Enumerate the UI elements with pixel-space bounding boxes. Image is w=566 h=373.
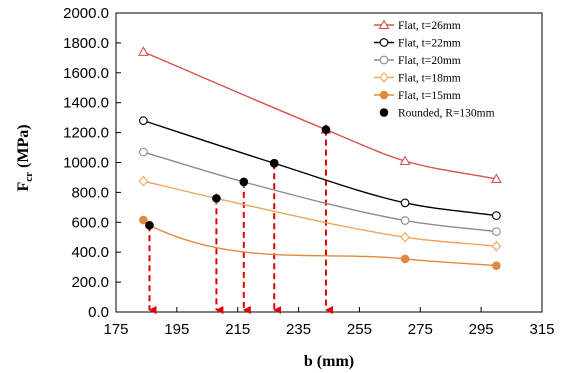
legend-marker bbox=[379, 108, 389, 117]
data-point bbox=[400, 254, 410, 264]
series-line bbox=[143, 151, 497, 233]
y-axis-title-sub: cr bbox=[23, 172, 35, 182]
y-tick-label: 2000.0 bbox=[63, 5, 109, 22]
data-point bbox=[490, 173, 502, 183]
data-point bbox=[399, 155, 411, 166]
legend-label: Rounded, R=130mm bbox=[398, 108, 495, 120]
series-group bbox=[138, 175, 502, 252]
y-tick-label: 1800.0 bbox=[63, 35, 109, 52]
x-tick-label: 255 bbox=[347, 321, 372, 338]
data-point bbox=[137, 46, 149, 56]
legend-marker bbox=[379, 38, 389, 47]
legend-label: Flat, t=26mm bbox=[398, 20, 461, 32]
legend-label: Flat, t=18mm bbox=[398, 73, 461, 85]
series-line bbox=[142, 219, 497, 267]
x-tick-label: 295 bbox=[469, 321, 494, 338]
y-axis-title: Fcr (MPa) bbox=[15, 124, 35, 191]
data-point bbox=[492, 211, 501, 220]
y-axis-title-unit: (MPa) bbox=[15, 124, 32, 172]
axes-layer: 0.0 200.0 400.0 600.0 800.0 1000.0 1200.0 1400.… bbox=[63, 5, 554, 338]
x-axis-title: b (mm) bbox=[304, 353, 354, 370]
x-tick-label: 315 bbox=[529, 321, 554, 338]
legend-marker bbox=[379, 55, 389, 65]
legend-marker bbox=[379, 72, 389, 83]
annotation-layer bbox=[148, 129, 333, 314]
data-point bbox=[212, 194, 221, 203]
legend-label: Flat, t=20mm bbox=[398, 55, 461, 67]
series-group bbox=[139, 116, 501, 220]
data-point bbox=[138, 175, 149, 187]
y-tick-label: 1000.0 bbox=[63, 155, 109, 172]
data-point bbox=[321, 125, 331, 134]
legend-label: Flat, t=15mm bbox=[398, 90, 461, 102]
data-point bbox=[139, 215, 148, 225]
data-point bbox=[400, 198, 410, 208]
data-point bbox=[139, 116, 148, 125]
y-tick-label: 1600.0 bbox=[63, 65, 109, 82]
series-line bbox=[143, 51, 497, 180]
y-tick-label: 800.0 bbox=[71, 184, 109, 201]
y-tick-label: 1200.0 bbox=[63, 125, 109, 142]
data-point bbox=[492, 261, 501, 270]
legend-marker bbox=[378, 19, 390, 30]
x-tick-label: 175 bbox=[103, 321, 128, 338]
series-group bbox=[139, 147, 501, 236]
y-tick-label: 400.0 bbox=[71, 244, 109, 261]
data-point bbox=[400, 231, 410, 243]
data-point bbox=[239, 177, 249, 187]
x-tick-label: 195 bbox=[164, 321, 189, 338]
y-tick-label: 200.0 bbox=[71, 274, 109, 291]
y-tick-label: 1400.0 bbox=[63, 95, 109, 112]
series-line bbox=[143, 180, 497, 247]
data-point bbox=[269, 158, 279, 168]
series-line bbox=[143, 119, 497, 217]
x-tick-label: 275 bbox=[408, 321, 433, 338]
x-tick-label: 215 bbox=[225, 321, 250, 338]
data-point bbox=[139, 147, 148, 157]
y-tick-label: 0.0 bbox=[88, 304, 109, 321]
data-point bbox=[145, 220, 154, 230]
y-tick-label: 600.0 bbox=[71, 214, 109, 231]
series-layer bbox=[137, 46, 502, 270]
x-tick-label: 235 bbox=[286, 321, 311, 338]
data-point bbox=[491, 240, 502, 252]
legend: Flat, t=26mm Flat, t=22mm Flat, t=20mm Flat… bbox=[374, 19, 495, 120]
legend-label: Flat, t=22mm bbox=[398, 38, 461, 50]
y-axis-title-main: F bbox=[15, 182, 32, 192]
series-group bbox=[139, 215, 501, 270]
data-point bbox=[492, 227, 501, 236]
data-point bbox=[400, 216, 410, 225]
legend-marker bbox=[379, 90, 389, 100]
series-group bbox=[145, 125, 331, 230]
